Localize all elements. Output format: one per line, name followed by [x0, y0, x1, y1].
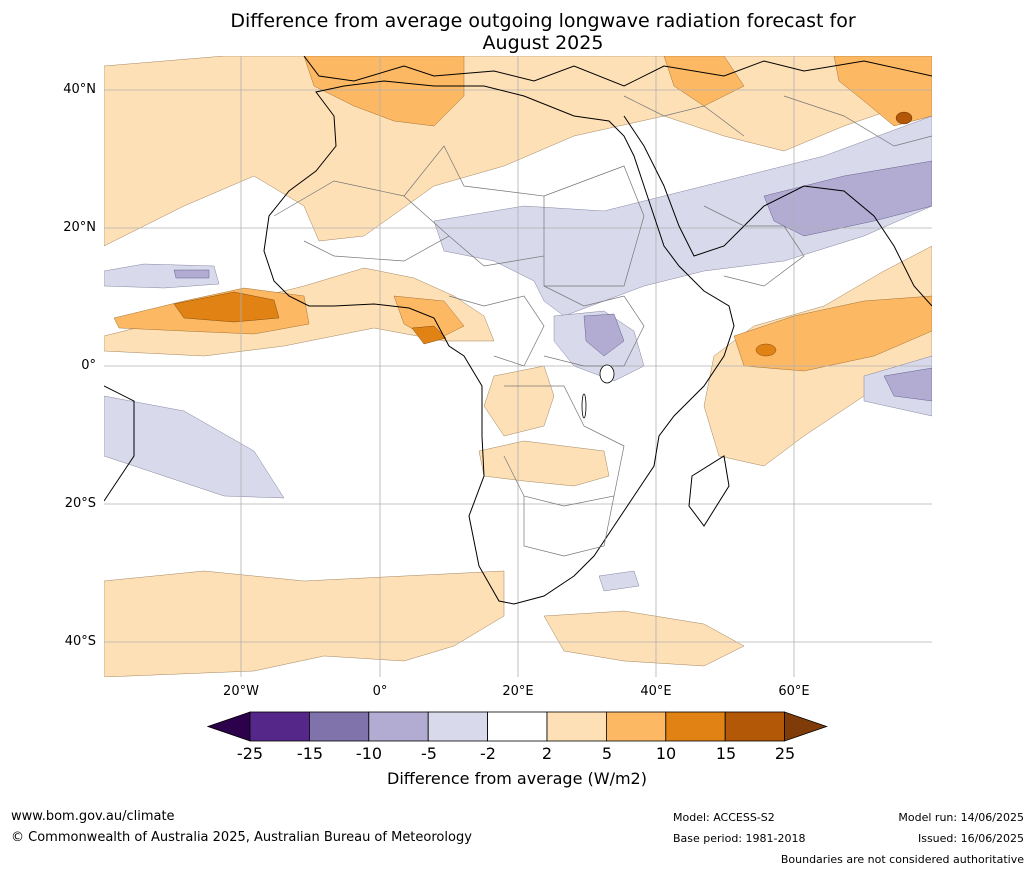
- footer-website[interactable]: www.bom.gov.au/climate: [11, 809, 175, 824]
- colorbar-cell-p2_5: [546, 711, 607, 742]
- colorbar-cell-m2_2: [487, 711, 548, 742]
- lat-label-40s: 40°S: [64, 634, 96, 649]
- map-title-line2: August 2025: [482, 32, 604, 54]
- lon-label-20w: 20°W: [223, 684, 259, 699]
- lakes: [581, 364, 615, 419]
- colorbar-tick: -10: [355, 744, 383, 763]
- anomaly-15-25-shading: [895, 111, 913, 125]
- colorbar-cell-p10_15: [665, 711, 726, 742]
- colorbar-extend-low: [206, 711, 251, 742]
- colorbar: [206, 711, 829, 747]
- colorbar-tick: -25: [236, 744, 264, 763]
- anomaly-m10-m5-shading: [173, 160, 932, 402]
- graticule: [104, 56, 932, 677]
- lat-label-20s: 20°S: [64, 496, 96, 511]
- country-borders: [273, 95, 932, 557]
- colorbar-svg: [206, 711, 828, 742]
- map-svg: [104, 56, 932, 677]
- footer-disclaimer: Boundaries are not considered authoritat…: [780, 853, 1024, 866]
- footer-model: Model: ACCESS-S2: [673, 811, 775, 824]
- colorbar-cell-m25_m15: [249, 711, 310, 742]
- footer-base-period: Base period: 1981-2018: [673, 832, 806, 845]
- colorbar-tick: 15: [715, 744, 737, 763]
- colorbar-tick: 25: [774, 744, 796, 763]
- colorbar-tick: 5: [601, 744, 613, 763]
- footer-copyright: © Commonwealth of Australia 2025, Austra…: [11, 830, 472, 845]
- colorbar-extend-high: [784, 711, 828, 742]
- lon-label-20e: 20°E: [502, 684, 534, 699]
- anomaly-10-15-shading: [173, 291, 777, 357]
- coastlines: [104, 56, 932, 605]
- colorbar-label: Difference from average (W/m2): [387, 769, 647, 788]
- colorbar-cell-m10_m5: [368, 711, 429, 742]
- footer-issued: Issued: 16/06/2025: [917, 832, 1024, 845]
- colorbar-tick: -2: [480, 744, 496, 763]
- colorbar-tick: -15: [296, 744, 324, 763]
- lat-label-equator: 0°: [81, 358, 96, 373]
- olr-anomaly-map: [104, 56, 932, 677]
- colorbar-cell-m5_m2: [427, 711, 488, 742]
- colorbar-cell-p15_25: [724, 711, 786, 742]
- colorbar-tick: -5: [421, 744, 437, 763]
- map-title: Difference from average outgoing longwav…: [104, 10, 982, 54]
- lon-label-60e: 60°E: [778, 684, 810, 699]
- colorbar-cell-p5_10: [605, 711, 667, 742]
- footer-model-run: Model run: 14/06/2025: [898, 811, 1024, 824]
- colorbar-cell-m15_m10: [309, 711, 370, 742]
- map-title-line1: Difference from average outgoing longwav…: [230, 10, 856, 32]
- lat-label-20n: 20°N: [63, 220, 96, 235]
- colorbar-tick: 2: [541, 744, 553, 763]
- lon-label-0: 0°: [372, 684, 388, 699]
- colorbar-tick: 10: [655, 744, 677, 763]
- lon-label-40e: 40°E: [640, 684, 672, 699]
- lat-label-40n: 40°N: [63, 82, 96, 97]
